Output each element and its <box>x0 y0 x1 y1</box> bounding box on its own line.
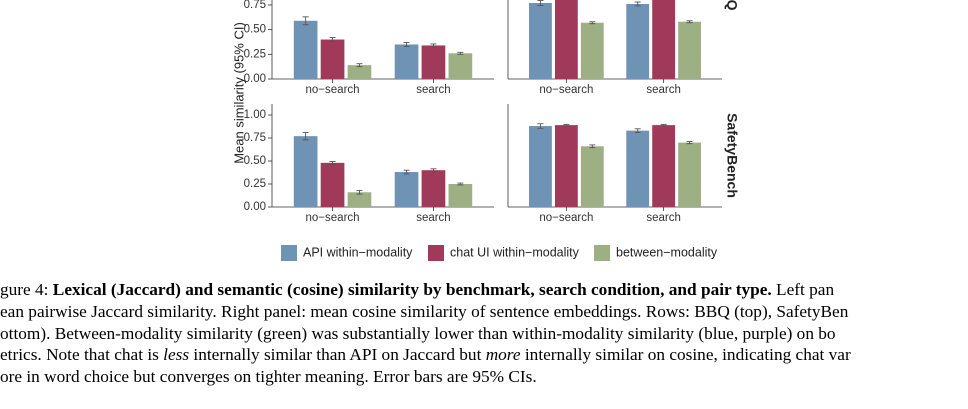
error-bar <box>430 43 437 48</box>
caption-line: ore in word choice but converges on tigh… <box>0 367 537 386</box>
caption-line: gure 4: Lexical (Jaccard) and semantic (… <box>0 280 834 299</box>
y-tick-label: 0.00 <box>244 73 266 85</box>
caption-text: internally similar on cosine, indicating… <box>521 345 851 364</box>
caption-text: ottom). Between-modality similarity (gre… <box>0 324 836 343</box>
bar <box>554 0 578 80</box>
legend-swatch <box>594 245 610 261</box>
legend-label: chat UI within−modality <box>450 245 580 259</box>
error-bar <box>589 21 596 25</box>
error-bar <box>403 169 410 175</box>
error-bar <box>686 141 693 145</box>
error-bar <box>430 168 437 173</box>
x-tick-label: no−search <box>539 84 593 96</box>
legend-swatch <box>281 245 297 261</box>
caption-text: etrics. Note that chat is <box>0 345 163 364</box>
caption-line: ottom). Between-modality similarity (gre… <box>0 324 836 343</box>
y-tick-label: 0.25 <box>244 48 266 60</box>
bar <box>652 125 676 207</box>
caption-text: ean pairwise Jaccard similarity. Right p… <box>0 302 849 321</box>
bar <box>626 130 650 207</box>
bar <box>394 172 419 207</box>
error-bar <box>686 20 693 24</box>
x-tick-label: search <box>416 84 451 96</box>
bar <box>580 146 604 207</box>
x-tick-label: no−search <box>306 212 360 224</box>
facet-label: SafetyBench <box>724 113 740 198</box>
legend-swatch <box>428 245 444 261</box>
x-tick-label: search <box>416 212 451 224</box>
error-bar <box>403 42 410 47</box>
caption-text: ore in word choice but converges on tigh… <box>0 367 537 386</box>
error-bar <box>302 16 309 26</box>
y-tick-label: 0.25 <box>244 178 266 190</box>
bar <box>580 22 604 80</box>
bar <box>626 3 650 80</box>
bar <box>347 192 372 207</box>
x-tick-label: search <box>646 84 681 96</box>
error-bar <box>356 63 363 68</box>
y-tick-label: 1.00 <box>244 109 266 121</box>
x-tick-label: no−search <box>306 84 360 96</box>
bar <box>448 53 473 79</box>
bar <box>652 0 676 80</box>
y-tick-label: 0.00 <box>244 201 266 213</box>
x-tick-label: search <box>646 212 681 224</box>
bar <box>529 3 552 80</box>
bar <box>293 136 318 207</box>
error-bar <box>457 182 464 186</box>
bar <box>554 125 578 207</box>
facet-label: Q <box>724 0 740 11</box>
bar <box>421 45 446 79</box>
y-tick-label: 0.50 <box>244 24 266 36</box>
caption-text: internally similar than API on Jaccard b… <box>189 345 486 364</box>
y-tick-label: 0.75 <box>244 132 266 144</box>
bar <box>293 20 318 80</box>
error-bar <box>660 123 667 127</box>
bar <box>320 39 345 79</box>
caption-text: less <box>163 345 189 364</box>
y-axis-label: Mean similarity (95% CI) <box>231 22 246 164</box>
caption-line: etrics. Note that chat is less internall… <box>0 345 851 364</box>
bar <box>347 65 372 79</box>
error-bar <box>302 132 309 141</box>
y-tick-label: 0.75 <box>244 0 266 11</box>
x-tick-label: no−search <box>539 212 593 224</box>
bar <box>448 184 473 207</box>
caption-text: gure 4: <box>0 280 53 299</box>
error-bar <box>537 123 544 129</box>
caption-line: ean pairwise Jaccard similarity. Right p… <box>0 302 849 321</box>
caption-text: Lexical (Jaccard) and semantic (cosine) … <box>53 280 772 299</box>
error-bar <box>329 161 336 165</box>
bar <box>394 44 419 79</box>
bar <box>678 21 701 80</box>
error-bar <box>634 128 641 133</box>
bar <box>320 162 345 207</box>
caption-text: more <box>486 345 521 364</box>
error-bar <box>563 123 570 127</box>
error-bar <box>457 51 464 55</box>
bar <box>678 142 701 207</box>
bar <box>421 170 446 207</box>
y-tick-label: 0.50 <box>244 155 266 167</box>
bar <box>529 126 552 207</box>
legend-label: API within−modality <box>303 245 413 259</box>
legend-label: between−modality <box>616 245 718 259</box>
error-bar <box>537 0 544 6</box>
error-bar <box>329 37 336 42</box>
error-bar <box>634 1 641 7</box>
error-bar <box>356 189 363 195</box>
error-bar <box>589 144 596 149</box>
caption-text: Left pan <box>772 280 835 299</box>
